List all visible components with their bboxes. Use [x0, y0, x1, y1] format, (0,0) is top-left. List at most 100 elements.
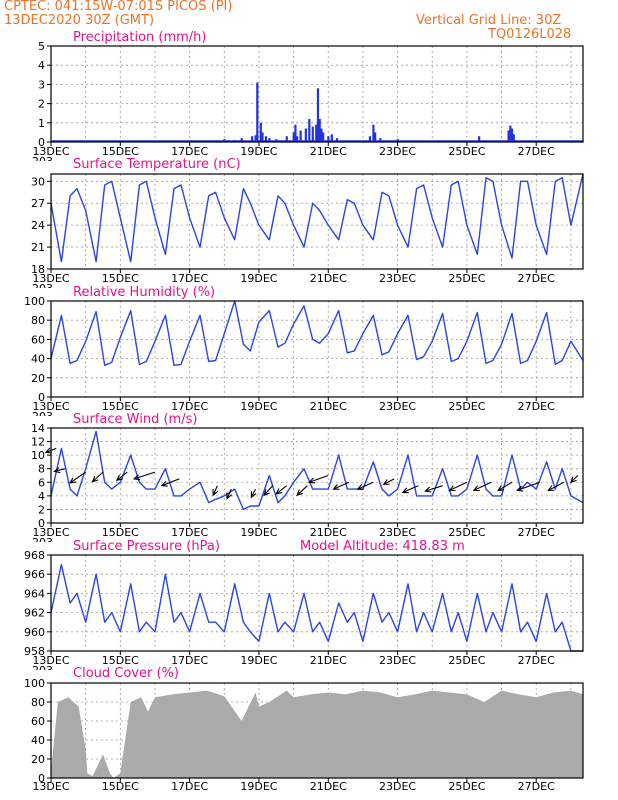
- wind-arrow-shaft: [161, 478, 180, 487]
- panel-title: Cloud Cover (%): [73, 666, 179, 681]
- wind-arrow-head: [515, 485, 524, 492]
- wind-arrow-shaft: [449, 481, 468, 491]
- wind-arrow-head: [160, 480, 168, 487]
- y-tick-label: 20: [31, 753, 45, 766]
- wind-arrow-shaft: [54, 468, 66, 472]
- y-tick-label: 968: [24, 549, 45, 562]
- x-tick-label: 23DEC: [379, 526, 416, 539]
- y-tick-label: 30: [31, 175, 45, 188]
- wind-arrow-head: [53, 467, 61, 474]
- wind-arrow-head: [401, 487, 409, 494]
- y-tick-label: 27: [31, 197, 45, 210]
- precip-bar: [509, 125, 512, 142]
- series-line: [50, 300, 584, 366]
- y-tick-label: 40: [31, 734, 45, 747]
- precip-bar: [320, 128, 323, 142]
- x-tick-label: 25DEC: [448, 400, 485, 413]
- x-tick-label: 13DEC: [32, 526, 69, 539]
- wind-arrow-head: [275, 488, 283, 495]
- x-tick-label: 19DEC: [240, 145, 277, 158]
- x-tick-label: 19DEC: [240, 526, 277, 539]
- x-tick-label: 13DEC: [32, 780, 69, 793]
- wind-arrow-shaft: [263, 485, 274, 496]
- panel-frame: [50, 173, 584, 270]
- series-line: [50, 173, 584, 263]
- x-tick-label: 27DEC: [518, 780, 555, 793]
- y-tick-label: 3: [38, 78, 45, 91]
- wind-arrow-head: [547, 485, 555, 492]
- y-tick-label: 60: [31, 715, 45, 728]
- y-tick-label: 80: [31, 314, 45, 327]
- wind-arrow-shaft: [473, 481, 492, 491]
- panel-frame: [50, 427, 584, 524]
- precip-bar: [261, 132, 264, 142]
- x-tick-label: 27DEC: [518, 654, 555, 667]
- x-tick-label: 27DEC: [518, 145, 555, 158]
- precip-bar: [308, 118, 311, 142]
- precip-bar: [296, 136, 299, 142]
- wind-arrow-shaft: [516, 481, 540, 491]
- y-tick-label: 12: [31, 436, 45, 449]
- wind-arrow-shaft: [116, 471, 128, 481]
- precip-bar: [304, 128, 307, 142]
- x-cut-label: 203: [32, 536, 53, 549]
- wind-arrow-shaft: [296, 485, 308, 496]
- y-tick-label: 4: [38, 59, 45, 72]
- wind-arrow-shaft: [497, 481, 513, 491]
- wind-arrow-head: [44, 447, 52, 454]
- wind-arrow-head: [356, 484, 364, 490]
- precip-bar: [379, 138, 382, 142]
- precip-bar: [254, 135, 257, 142]
- x-tick-label: 19DEC: [240, 780, 277, 793]
- x-tick-label: 25DEC: [448, 272, 485, 285]
- x-tick-label: 17DEC: [171, 145, 208, 158]
- precip-bar: [368, 136, 372, 142]
- date-header-line: 13DEC2020 30Z (GMT): [4, 13, 155, 28]
- x-tick-label: 25DEC: [448, 654, 485, 667]
- x-tick-label: 23DEC: [379, 145, 416, 158]
- precip-bar: [285, 136, 288, 142]
- wind-arrow-shaft: [425, 485, 443, 492]
- x-tick-label: 13DEC: [32, 272, 69, 285]
- y-tick-label: 10: [31, 449, 45, 462]
- x-tick-label: 21DEC: [310, 780, 347, 793]
- panel-frame: [50, 682, 584, 779]
- y-tick-label: 0: [38, 136, 45, 149]
- y-tick-label: 4: [38, 490, 45, 503]
- x-tick-label: 25DEC: [448, 780, 485, 793]
- x-tick-label: 19DEC: [240, 400, 277, 413]
- grid-note: Vertical Grid Line: 30Z: [416, 13, 562, 28]
- panel-title: Surface Pressure (hPa): [73, 539, 220, 554]
- wind-arrow-shaft: [45, 447, 57, 453]
- y-tick-label: 964: [24, 587, 45, 600]
- wind-arrow-head: [308, 477, 316, 484]
- wind-arrow-shaft: [548, 481, 565, 491]
- y-tick-label: 960: [24, 626, 45, 639]
- x-tick-label: 17DEC: [171, 400, 208, 413]
- precip-bar: [318, 118, 321, 142]
- x-tick-label: 17DEC: [171, 272, 208, 285]
- x-cut-label: 203: [32, 410, 53, 423]
- x-tick-label: 21DEC: [310, 526, 347, 539]
- wind-arrow-shaft: [275, 485, 288, 495]
- y-tick-label: 21: [31, 241, 45, 254]
- x-tick-label: 19DEC: [240, 654, 277, 667]
- precip-bar: [256, 82, 259, 142]
- x-tick-label: 15DEC: [102, 526, 139, 539]
- wind-arrow-shaft: [333, 481, 350, 490]
- wind-arrow-head: [250, 491, 257, 499]
- wind-arrow-shaft: [134, 471, 156, 480]
- x-cut-label: 203: [32, 282, 53, 295]
- x-cut-label: 203: [32, 155, 53, 168]
- product-code: TQ0126L028: [488, 27, 572, 42]
- wind-arrow-head: [69, 477, 77, 484]
- wind-arrow-head: [448, 485, 456, 492]
- precip-bar: [372, 124, 375, 142]
- y-tick-label: 2: [38, 503, 45, 516]
- precip-bar: [264, 136, 268, 142]
- x-tick-label: 15DEC: [102, 780, 139, 793]
- x-tick-label: 13DEC: [32, 400, 69, 413]
- y-tick-label: 0: [38, 772, 45, 785]
- wind-arrow-shaft: [402, 485, 419, 493]
